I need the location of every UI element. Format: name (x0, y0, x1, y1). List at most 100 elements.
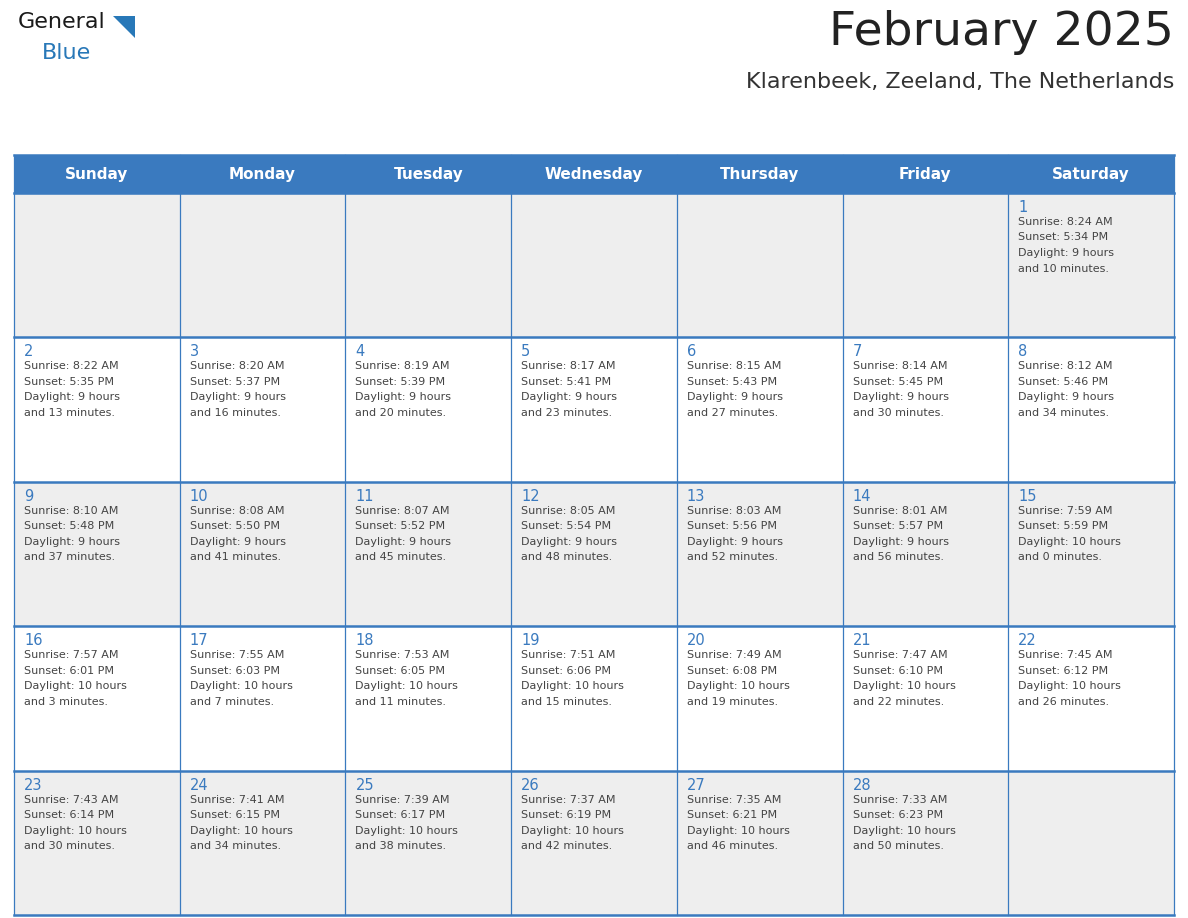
Bar (14, 626, 179, 770)
Text: and 13 minutes.: and 13 minutes. (24, 408, 115, 418)
Bar (14, 770, 179, 915)
Text: Sunset: 6:12 PM: Sunset: 6:12 PM (1018, 666, 1108, 676)
Bar (179, 482, 346, 626)
Text: Saturday: Saturday (1053, 166, 1130, 182)
Text: Daylight: 9 hours: Daylight: 9 hours (190, 537, 286, 547)
Text: Sunset: 5:57 PM: Sunset: 5:57 PM (853, 521, 943, 532)
Bar (179, 770, 346, 915)
Text: Sunset: 6:23 PM: Sunset: 6:23 PM (853, 810, 943, 820)
Bar (677, 482, 842, 626)
Text: Daylight: 9 hours: Daylight: 9 hours (1018, 392, 1114, 402)
Text: and 38 minutes.: and 38 minutes. (355, 841, 447, 851)
Text: Sunset: 5:46 PM: Sunset: 5:46 PM (1018, 377, 1108, 386)
Text: Daylight: 9 hours: Daylight: 9 hours (355, 392, 451, 402)
Text: 18: 18 (355, 633, 374, 648)
Text: Sunset: 5:56 PM: Sunset: 5:56 PM (687, 521, 777, 532)
Text: Sunset: 5:54 PM: Sunset: 5:54 PM (522, 521, 612, 532)
Text: 25: 25 (355, 778, 374, 792)
Text: Daylight: 10 hours: Daylight: 10 hours (687, 681, 790, 691)
Text: Sunset: 6:15 PM: Sunset: 6:15 PM (190, 810, 279, 820)
Text: and 23 minutes.: and 23 minutes. (522, 408, 612, 418)
Text: 5: 5 (522, 344, 530, 360)
Text: General: General (18, 12, 106, 32)
Bar (842, 626, 1009, 770)
Text: 22: 22 (1018, 633, 1037, 648)
Text: Sunrise: 8:19 AM: Sunrise: 8:19 AM (355, 362, 450, 372)
Bar (511, 626, 677, 770)
Text: and 42 minutes.: and 42 minutes. (522, 841, 612, 851)
Text: Sunrise: 7:51 AM: Sunrise: 7:51 AM (522, 650, 615, 660)
Text: and 34 minutes.: and 34 minutes. (1018, 408, 1110, 418)
Text: Daylight: 10 hours: Daylight: 10 hours (687, 825, 790, 835)
Text: Sunset: 5:35 PM: Sunset: 5:35 PM (24, 377, 114, 386)
Text: and 11 minutes.: and 11 minutes. (355, 697, 447, 707)
Text: Daylight: 9 hours: Daylight: 9 hours (687, 537, 783, 547)
Text: Daylight: 10 hours: Daylight: 10 hours (190, 825, 292, 835)
Text: 21: 21 (853, 633, 871, 648)
Text: 1: 1 (1018, 200, 1028, 215)
Bar (1009, 770, 1174, 915)
Text: Sunset: 5:41 PM: Sunset: 5:41 PM (522, 377, 612, 386)
Text: Sunrise: 8:20 AM: Sunrise: 8:20 AM (190, 362, 284, 372)
Text: Sunset: 5:43 PM: Sunset: 5:43 PM (687, 377, 777, 386)
Text: February 2025: February 2025 (829, 10, 1174, 55)
Text: 7: 7 (853, 344, 862, 360)
Text: Daylight: 10 hours: Daylight: 10 hours (853, 681, 955, 691)
Text: Blue: Blue (42, 43, 91, 63)
Bar (511, 482, 677, 626)
Text: 8: 8 (1018, 344, 1028, 360)
Text: and 26 minutes.: and 26 minutes. (1018, 697, 1110, 707)
Text: Tuesday: Tuesday (393, 166, 463, 182)
Bar (1009, 338, 1174, 482)
Text: Sunrise: 8:15 AM: Sunrise: 8:15 AM (687, 362, 782, 372)
Text: and 52 minutes.: and 52 minutes. (687, 553, 778, 563)
Text: 17: 17 (190, 633, 208, 648)
Text: 12: 12 (522, 488, 539, 504)
Text: and 48 minutes.: and 48 minutes. (522, 553, 612, 563)
Bar (842, 193, 1009, 338)
Text: Daylight: 9 hours: Daylight: 9 hours (24, 392, 120, 402)
Text: 3: 3 (190, 344, 198, 360)
Text: Sunset: 6:01 PM: Sunset: 6:01 PM (24, 666, 114, 676)
Bar (1009, 482, 1174, 626)
Text: and 15 minutes.: and 15 minutes. (522, 697, 612, 707)
Text: 2: 2 (24, 344, 33, 360)
Text: 16: 16 (24, 633, 43, 648)
Text: Sunset: 5:50 PM: Sunset: 5:50 PM (190, 521, 279, 532)
Bar (842, 338, 1009, 482)
Text: Sunrise: 8:07 AM: Sunrise: 8:07 AM (355, 506, 450, 516)
Text: and 56 minutes.: and 56 minutes. (853, 553, 943, 563)
Text: Sunset: 5:34 PM: Sunset: 5:34 PM (1018, 232, 1108, 242)
Text: and 16 minutes.: and 16 minutes. (190, 408, 280, 418)
Text: Sunset: 5:48 PM: Sunset: 5:48 PM (24, 521, 114, 532)
Bar (346, 482, 511, 626)
Text: Daylight: 9 hours: Daylight: 9 hours (853, 537, 948, 547)
Text: Friday: Friday (899, 166, 952, 182)
Text: Sunset: 6:19 PM: Sunset: 6:19 PM (522, 810, 612, 820)
Text: and 27 minutes.: and 27 minutes. (687, 408, 778, 418)
Bar (179, 338, 346, 482)
Text: 26: 26 (522, 778, 539, 792)
Text: 20: 20 (687, 633, 706, 648)
Text: Sunrise: 7:53 AM: Sunrise: 7:53 AM (355, 650, 450, 660)
Bar (179, 193, 346, 338)
Bar (677, 193, 842, 338)
Bar (346, 338, 511, 482)
Bar (511, 770, 677, 915)
Text: 4: 4 (355, 344, 365, 360)
Text: and 19 minutes.: and 19 minutes. (687, 697, 778, 707)
Text: Sunrise: 7:33 AM: Sunrise: 7:33 AM (853, 795, 947, 804)
Text: Sunset: 6:03 PM: Sunset: 6:03 PM (190, 666, 279, 676)
Text: Thursday: Thursday (720, 166, 800, 182)
Bar (14, 482, 179, 626)
Text: Sunrise: 8:22 AM: Sunrise: 8:22 AM (24, 362, 119, 372)
Text: Sunset: 6:06 PM: Sunset: 6:06 PM (522, 666, 611, 676)
Text: and 0 minutes.: and 0 minutes. (1018, 553, 1102, 563)
Text: Daylight: 9 hours: Daylight: 9 hours (355, 537, 451, 547)
Text: Sunrise: 7:57 AM: Sunrise: 7:57 AM (24, 650, 119, 660)
Bar (179, 626, 346, 770)
Text: 27: 27 (687, 778, 706, 792)
Text: Daylight: 9 hours: Daylight: 9 hours (687, 392, 783, 402)
Bar (677, 770, 842, 915)
Text: Daylight: 10 hours: Daylight: 10 hours (355, 825, 459, 835)
